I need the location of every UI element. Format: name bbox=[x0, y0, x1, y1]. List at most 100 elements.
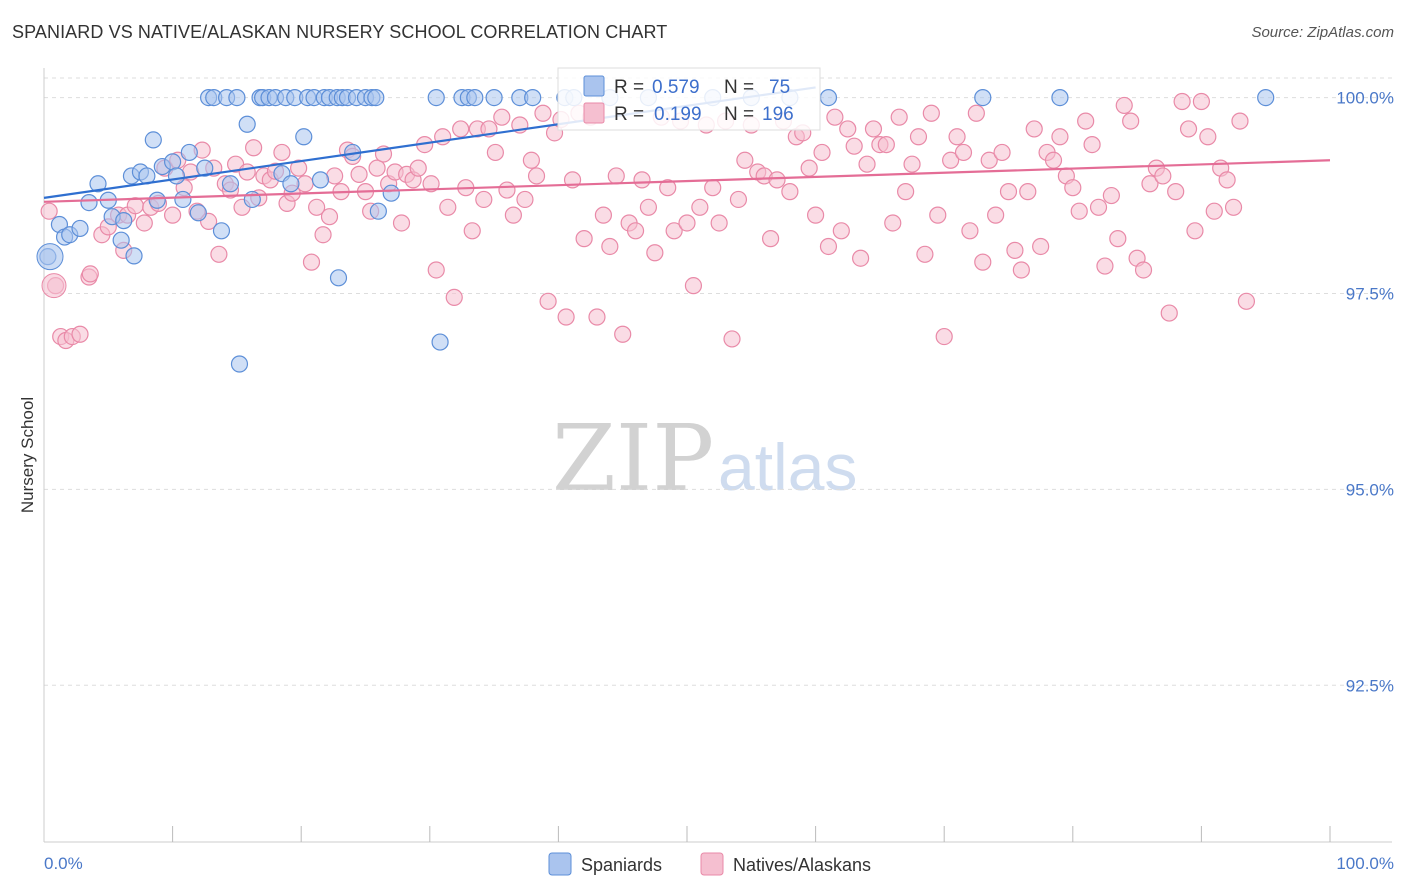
natives-point[interactable] bbox=[691, 198, 709, 216]
natives-point[interactable] bbox=[1032, 237, 1050, 256]
natives-point[interactable] bbox=[704, 179, 722, 197]
natives-point[interactable] bbox=[736, 151, 754, 169]
natives-point[interactable] bbox=[164, 206, 182, 224]
natives-point[interactable] bbox=[504, 206, 522, 224]
natives-point[interactable] bbox=[1122, 112, 1140, 130]
natives-point[interactable] bbox=[839, 120, 857, 138]
natives-point[interactable] bbox=[392, 214, 411, 232]
spaniards-point[interactable] bbox=[167, 167, 186, 185]
natives-point[interactable] bbox=[665, 222, 683, 240]
natives-point[interactable] bbox=[967, 104, 985, 122]
natives-point[interactable] bbox=[210, 245, 228, 263]
natives-point[interactable] bbox=[1141, 175, 1159, 193]
natives-point[interactable] bbox=[710, 214, 728, 232]
natives-point[interactable] bbox=[290, 159, 308, 177]
natives-point[interactable] bbox=[916, 245, 934, 263]
natives-point[interactable] bbox=[864, 120, 883, 138]
spaniards-point[interactable] bbox=[427, 88, 445, 107]
spaniards-point[interactable] bbox=[221, 175, 240, 193]
natives-point[interactable] bbox=[238, 163, 256, 181]
natives-point[interactable] bbox=[942, 151, 960, 169]
natives-point[interactable] bbox=[1109, 230, 1127, 248]
spaniards-point[interactable] bbox=[382, 184, 400, 202]
natives-point[interactable] bbox=[877, 136, 895, 154]
natives-point[interactable] bbox=[575, 230, 593, 248]
natives-point[interactable] bbox=[1199, 128, 1217, 146]
natives-point[interactable] bbox=[1205, 202, 1223, 220]
natives-point[interactable] bbox=[273, 143, 291, 162]
natives-point[interactable] bbox=[1070, 202, 1088, 220]
spaniards-point[interactable] bbox=[180, 143, 198, 162]
legend-item-natives[interactable]: Natives/Alaskans bbox=[700, 852, 871, 876]
natives-point[interactable] bbox=[890, 108, 908, 126]
natives-point[interactable] bbox=[422, 175, 440, 193]
natives-point[interactable] bbox=[445, 288, 463, 307]
natives-point[interactable] bbox=[987, 206, 1005, 224]
natives-point[interactable] bbox=[961, 222, 979, 240]
natives-point[interactable] bbox=[806, 206, 825, 224]
natives-point[interactable] bbox=[935, 327, 953, 346]
natives-point[interactable] bbox=[614, 325, 632, 343]
spaniards-point[interactable] bbox=[295, 128, 313, 146]
natives-point[interactable] bbox=[633, 171, 651, 189]
natives-point[interactable] bbox=[135, 214, 153, 232]
natives-point[interactable] bbox=[1192, 92, 1211, 111]
spaniards-point[interactable] bbox=[174, 190, 192, 209]
natives-point[interactable] bbox=[897, 183, 915, 201]
natives-point[interactable] bbox=[1134, 261, 1153, 279]
natives-point[interactable] bbox=[980, 151, 998, 169]
natives-point[interactable] bbox=[588, 308, 606, 326]
natives-point[interactable] bbox=[684, 277, 703, 295]
natives-point[interactable] bbox=[1186, 222, 1204, 240]
spaniards-point[interactable] bbox=[189, 204, 207, 222]
spaniards-point[interactable] bbox=[115, 212, 133, 230]
natives-point[interactable] bbox=[40, 202, 58, 220]
natives-point[interactable] bbox=[557, 308, 575, 326]
natives-point[interactable] bbox=[922, 104, 940, 122]
natives-point[interactable] bbox=[1218, 171, 1236, 189]
natives-point[interactable] bbox=[1167, 183, 1185, 201]
spaniards-point[interactable] bbox=[212, 222, 231, 240]
natives-point[interactable] bbox=[594, 206, 613, 224]
natives-point[interactable] bbox=[826, 108, 844, 126]
spaniards-point[interactable] bbox=[71, 219, 89, 238]
spaniards-point[interactable] bbox=[1051, 88, 1069, 107]
natives-point[interactable] bbox=[1083, 136, 1101, 154]
natives-point[interactable] bbox=[929, 206, 947, 224]
natives-point[interactable] bbox=[1012, 261, 1030, 279]
natives-point[interactable] bbox=[81, 265, 99, 283]
natives-point[interactable] bbox=[527, 167, 546, 185]
spaniards-point[interactable] bbox=[228, 88, 246, 107]
spaniards-point[interactable] bbox=[311, 171, 330, 189]
natives-point[interactable] bbox=[800, 159, 818, 177]
natives-point[interactable] bbox=[646, 244, 664, 262]
natives-point[interactable] bbox=[974, 253, 992, 271]
natives-point[interactable] bbox=[1096, 257, 1114, 275]
natives-point[interactable] bbox=[320, 208, 339, 226]
spaniards-point[interactable] bbox=[329, 269, 348, 287]
spaniards-point[interactable] bbox=[148, 191, 166, 209]
natives-point[interactable] bbox=[1019, 183, 1037, 201]
natives-point[interactable] bbox=[768, 171, 786, 189]
natives-point[interactable] bbox=[903, 155, 921, 173]
natives-point[interactable] bbox=[954, 143, 973, 162]
natives-point[interactable] bbox=[1025, 120, 1043, 138]
natives-point[interactable] bbox=[1077, 112, 1095, 130]
spaniards-point[interactable] bbox=[80, 193, 98, 212]
natives-point[interactable] bbox=[607, 167, 625, 185]
natives-point[interactable] bbox=[522, 151, 540, 169]
spaniards-point[interactable] bbox=[230, 355, 249, 373]
natives-point[interactable] bbox=[427, 261, 445, 279]
natives-point[interactable] bbox=[659, 179, 677, 197]
spaniards-point[interactable] bbox=[112, 231, 130, 249]
natives-point[interactable] bbox=[909, 128, 928, 146]
natives-point[interactable] bbox=[781, 183, 799, 201]
natives-point[interactable] bbox=[1224, 198, 1243, 216]
natives-point-large[interactable] bbox=[41, 273, 67, 299]
natives-point[interactable] bbox=[1044, 151, 1063, 169]
natives-point[interactable] bbox=[832, 222, 850, 240]
spaniards-point[interactable] bbox=[1257, 88, 1275, 107]
natives-point[interactable] bbox=[678, 214, 696, 232]
natives-point[interactable] bbox=[409, 159, 427, 177]
natives-point[interactable] bbox=[845, 137, 863, 155]
